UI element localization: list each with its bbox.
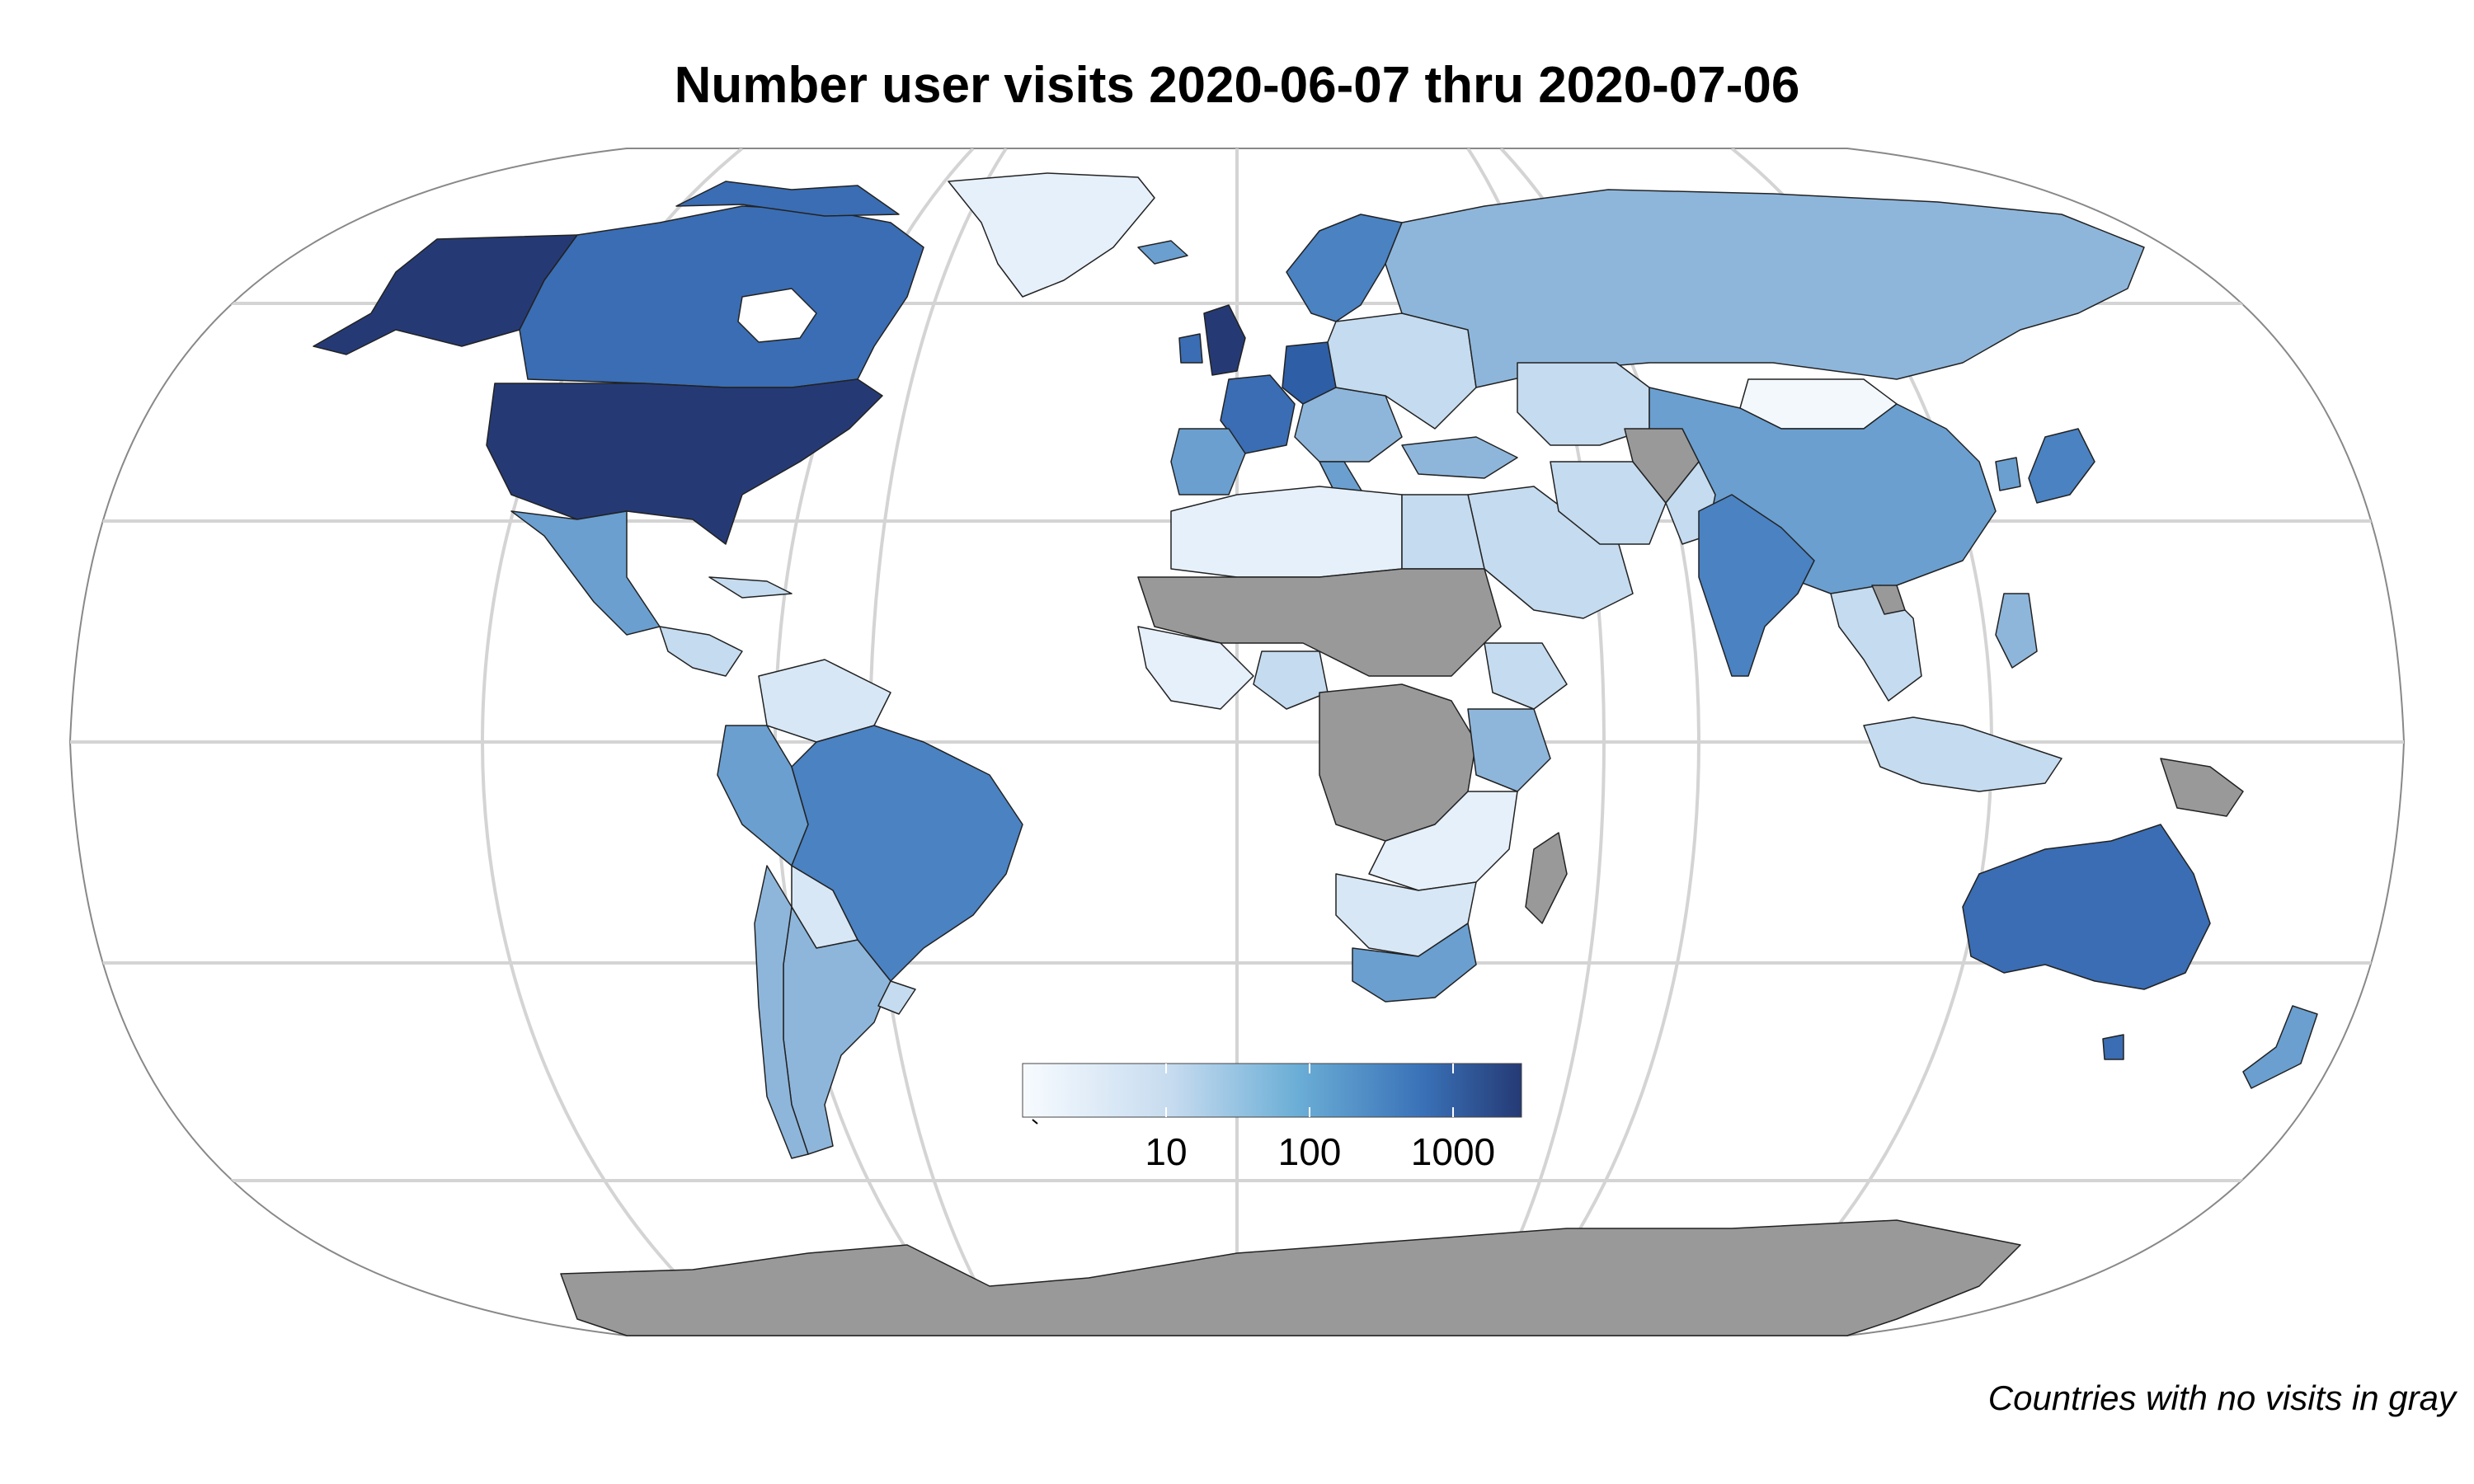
region-central-america[interactable] — [659, 626, 743, 677]
region-japan[interactable] — [2028, 428, 2095, 504]
region-new-zealand[interactable] — [2242, 1005, 2318, 1089]
region-madagascar[interactable] — [1525, 832, 1568, 924]
region-france[interactable] — [1220, 374, 1296, 454]
countries — [313, 172, 2318, 1336]
region-chile[interactable] — [754, 865, 809, 1159]
region-kazakhstan[interactable] — [1517, 362, 1650, 446]
region-australia[interactable] — [1962, 824, 2211, 990]
region-indochina-gray[interactable] — [1871, 585, 1906, 615]
legend-tick-label: 100 — [1278, 1130, 1342, 1173]
region-greenland[interactable] — [948, 172, 1155, 298]
region-iberia[interactable] — [1170, 428, 1246, 495]
region-nigeria[interactable] — [1253, 650, 1329, 710]
region-philippines[interactable] — [1995, 593, 2038, 669]
region-papua-new-guinea[interactable] — [2160, 758, 2244, 817]
region-uruguay[interactable] — [877, 980, 916, 1015]
region-ireland[interactable] — [1178, 333, 1203, 364]
region-southern-africa-north[interactable] — [1368, 791, 1518, 891]
region-indonesia[interactable] — [1863, 716, 2062, 792]
no-visits-caption: Countries with no visits in gray — [1987, 1378, 2456, 1417]
region-antarctica[interactable] — [560, 1219, 2021, 1336]
legend-tick-label: 10 — [1145, 1130, 1187, 1173]
region-tasmania[interactable] — [2102, 1034, 2124, 1060]
region-hudson-bay — [737, 288, 817, 343]
region-caribbean[interactable] — [708, 576, 793, 599]
legend-tick-label: 1000 — [1411, 1130, 1495, 1173]
region-korea[interactable] — [1995, 457, 2021, 491]
region-russia[interactable] — [1385, 189, 2145, 388]
legend-colorbar — [1022, 1063, 1522, 1118]
legend-ticks: 10 100 1000 — [1032, 1064, 1495, 1173]
legend-origin-mark — [1032, 1119, 1038, 1125]
map-title: Number user visits 2020-06-07 thru 2020-… — [674, 57, 1800, 114]
region-east-africa[interactable] — [1467, 708, 1551, 792]
region-usa[interactable] — [486, 378, 883, 545]
region-south-africa[interactable] — [1352, 923, 1477, 1003]
region-uk[interactable] — [1203, 304, 1246, 376]
region-middle-east[interactable] — [1467, 486, 1634, 619]
color-legend: 10 100 1000 — [1022, 1063, 1522, 1173]
region-india[interactable] — [1698, 494, 1815, 677]
region-canada-islands[interactable] — [675, 181, 900, 217]
region-brazil[interactable] — [791, 725, 1023, 982]
region-iceland[interactable] — [1137, 240, 1188, 265]
region-turkey[interactable] — [1401, 436, 1518, 479]
region-west-africa[interactable] — [1137, 626, 1254, 710]
region-ethiopia[interactable] — [1484, 642, 1568, 710]
